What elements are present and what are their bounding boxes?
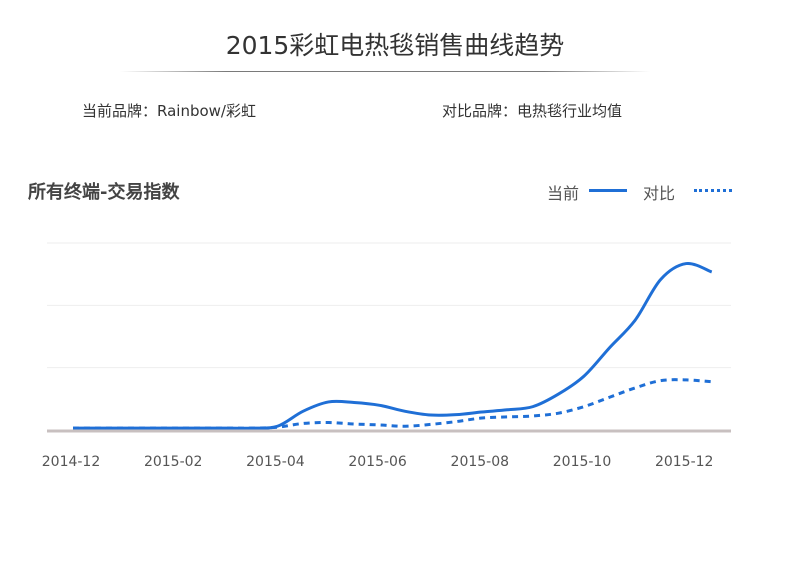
page-title: 2015彩虹电热毯销售曲线趋势 xyxy=(225,31,565,60)
legend-compare-swatch xyxy=(694,189,732,192)
x-tick-label: 2015-08 xyxy=(451,454,510,470)
x-tick-label: 2015-06 xyxy=(348,454,407,470)
x-tick-label: 2015-12 xyxy=(655,454,714,470)
x-tick-label: 2014-12 xyxy=(42,454,101,470)
x-tick-label: 2015-04 xyxy=(246,454,305,470)
chart-section-title: 所有终端-交易指数 xyxy=(28,182,180,203)
x-tick-label: 2015-02 xyxy=(144,454,203,470)
series-line-compare xyxy=(72,378,712,430)
legend-compare-label[interactable]: 对比 xyxy=(643,184,676,203)
x-tick-label: 2015-10 xyxy=(553,454,612,470)
legend-current-swatch xyxy=(589,189,627,192)
series-line-current xyxy=(72,262,713,430)
compare-brand-label: 对比品牌：电热毯行业均值 xyxy=(442,102,623,120)
current-brand-label: 当前品牌：Rainbow/彩虹 xyxy=(82,102,256,120)
title-divider xyxy=(120,71,650,72)
legend-current-label[interactable]: 当前 xyxy=(547,184,580,203)
